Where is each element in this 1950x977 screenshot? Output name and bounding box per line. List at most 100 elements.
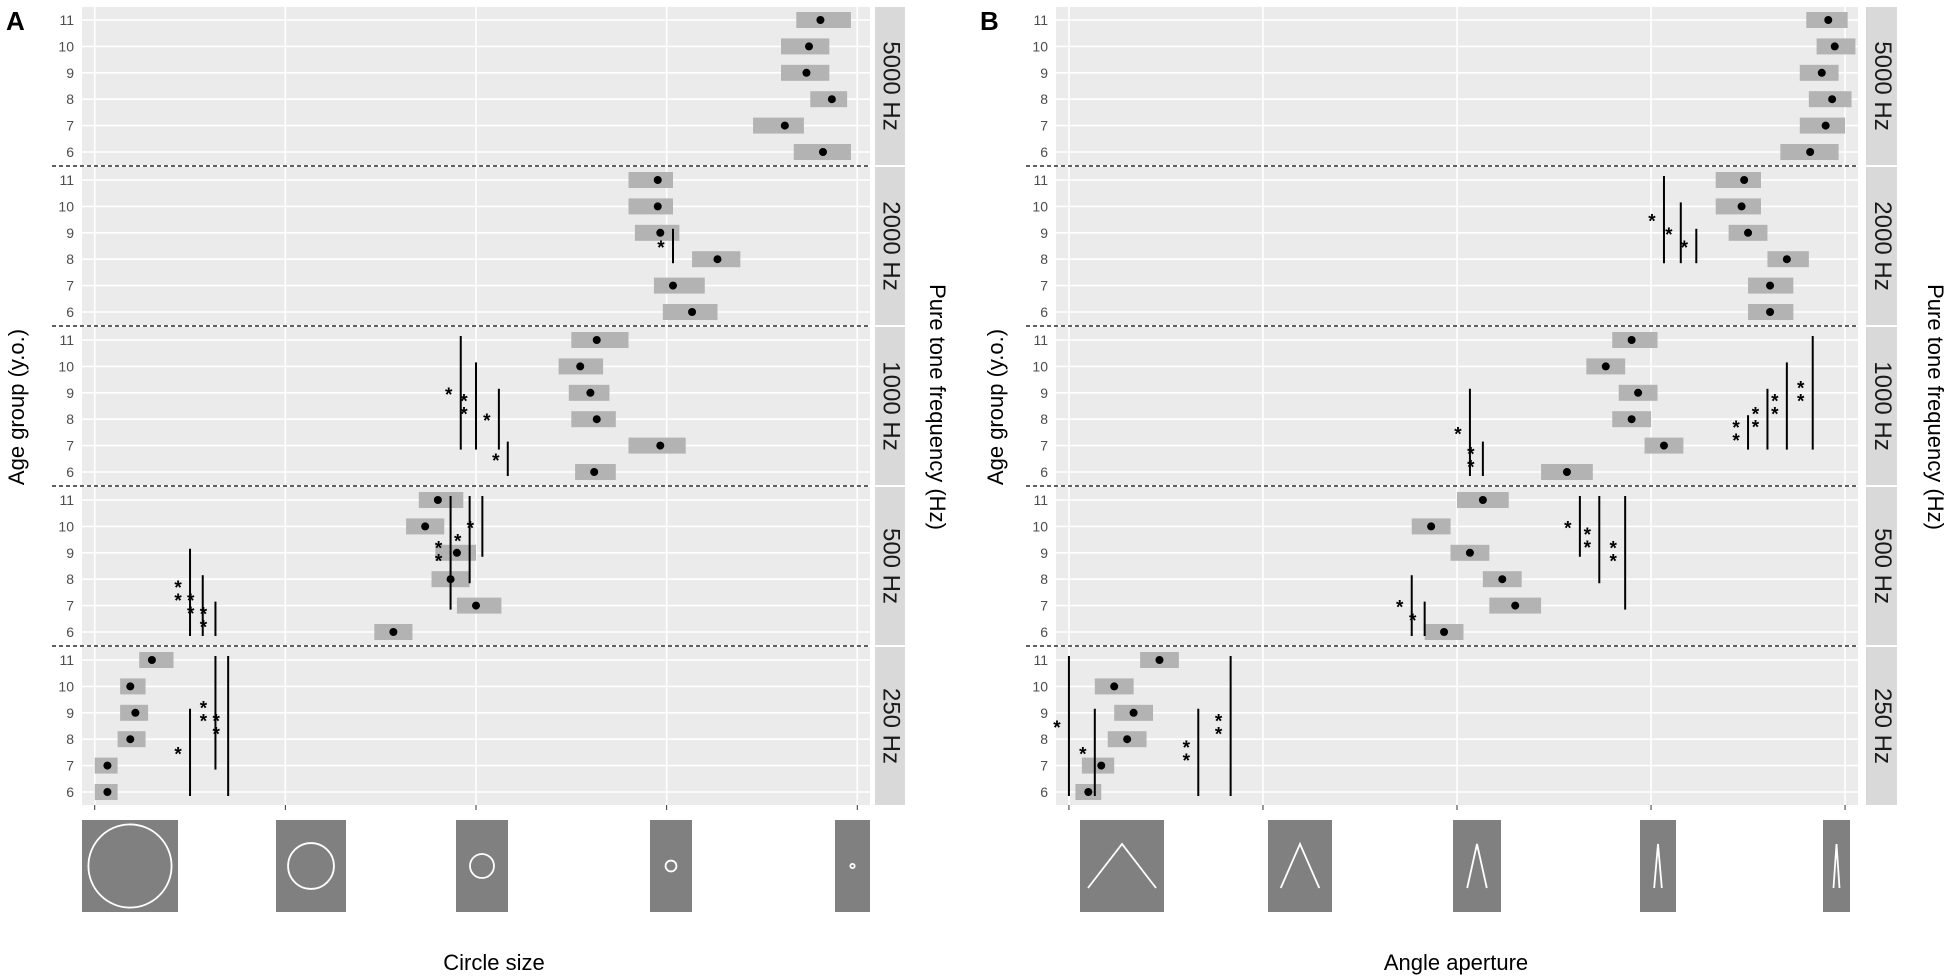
mean-point	[131, 708, 140, 717]
significance-stars: *	[483, 411, 491, 432]
y-tick-label: 10	[1032, 38, 1048, 54]
y-tick-label: 10	[58, 198, 74, 214]
significance-stars: *	[445, 385, 453, 406]
mean-point	[586, 388, 595, 397]
y-tick-label: 11	[1033, 652, 1048, 668]
significance-stars: *	[174, 578, 182, 599]
facet-strip	[1866, 167, 1897, 325]
significance-stars: *	[187, 604, 195, 625]
circle-stimulus	[87, 823, 173, 909]
mean-point	[421, 522, 430, 531]
y-tick-label: 6	[66, 464, 74, 480]
mean-point	[147, 656, 156, 664]
significance-stars: *	[1409, 611, 1417, 632]
facet-2000-hz: 6 7 8 9 10 11 2000 Hz *	[52, 167, 905, 327]
x-axis-title: Angle aperture	[1384, 950, 1528, 975]
y-tick-label: 6	[66, 784, 74, 800]
y-tick-label: 6	[1040, 144, 1048, 160]
significance-stars: *	[1797, 378, 1805, 399]
significance-stars: *	[1467, 444, 1475, 465]
panel-letter: B	[980, 6, 999, 36]
panel-a: A 6 7 8 9 10 11 5000 Hz 6 7 8 9 10 11 2000 Hz * 6 7 8 9 10 11…	[4, 6, 950, 975]
y-tick-label: 10	[1032, 198, 1048, 214]
y-tick-label: 8	[1040, 411, 1048, 427]
facet-label: 250 Hz	[878, 688, 905, 764]
significance-stars: *	[435, 538, 443, 559]
y-tick-label: 9	[1040, 65, 1048, 81]
y-axis-title: Age group (y.o.)	[983, 329, 1008, 485]
mean-point	[1627, 415, 1636, 424]
mean-point	[1097, 761, 1106, 770]
mean-point	[1129, 708, 1138, 717]
y-tick-label: 7	[66, 598, 74, 614]
significance-stars: *	[1609, 551, 1617, 572]
mean-point	[1817, 68, 1826, 77]
stimulus-background	[276, 820, 346, 912]
mean-point	[688, 308, 697, 316]
mean-point	[103, 788, 112, 796]
range-bar	[139, 652, 174, 668]
mean-point	[827, 95, 836, 104]
significance-stars: *	[1665, 225, 1673, 246]
stimulus-background	[1268, 820, 1332, 912]
significance-stars: *	[1771, 392, 1779, 413]
significance-stars: *	[1079, 744, 1087, 765]
significance-stars: *	[460, 405, 468, 426]
angle-stimulus	[1832, 843, 1841, 889]
facet-strip	[875, 327, 905, 485]
facet-label: 1000 Hz	[878, 361, 905, 450]
range-bar	[628, 198, 673, 215]
mean-point	[1123, 735, 1132, 744]
y-tick-label: 7	[66, 758, 74, 774]
y-tick-label: 11	[1033, 492, 1048, 508]
angle-stimulus	[1466, 843, 1488, 889]
significance-stars: *	[460, 392, 468, 413]
mean-point	[389, 628, 398, 636]
stimulus-circle	[456, 820, 508, 912]
mean-point	[656, 228, 665, 237]
significance-stars: *	[467, 518, 475, 539]
mean-point	[1634, 388, 1643, 397]
circle-stimulus	[664, 859, 678, 873]
y-tick-label: 7	[1040, 598, 1048, 614]
mean-point	[592, 415, 601, 424]
mean-point	[1828, 95, 1837, 104]
significance-stars: *	[200, 711, 208, 732]
mean-point	[653, 202, 662, 211]
y-tick-label: 11	[1033, 172, 1048, 188]
y-tick-label: 7	[66, 118, 74, 134]
y-tick-label: 10	[58, 358, 74, 374]
mean-point	[816, 16, 825, 24]
y-tick-label: 10	[58, 678, 74, 694]
significance-stars: *	[1183, 751, 1191, 772]
facet-5000-hz: 6 7 8 9 10 11 5000 Hz	[52, 7, 905, 167]
significance-stars: *	[1681, 238, 1689, 259]
stimulus-background	[82, 820, 178, 912]
angle-stimulus	[1087, 842, 1157, 889]
significance-stars: *	[1396, 598, 1404, 619]
y-tick-label: 9	[1040, 385, 1048, 401]
facet-label: 5000 Hz	[878, 41, 905, 130]
mean-point	[818, 148, 827, 156]
significance-stars: *	[1732, 418, 1740, 439]
y-tick-label: 9	[66, 225, 74, 241]
mean-point	[804, 42, 813, 51]
mean-point	[472, 601, 480, 610]
y-tick-label: 9	[66, 705, 74, 721]
y-tick-label: 10	[1032, 678, 1048, 694]
facet-strip	[875, 7, 905, 165]
y-tick-label: 11	[59, 332, 74, 348]
significance-stars: *	[1564, 518, 1572, 539]
y-tick-label: 6	[1040, 464, 1048, 480]
mean-point	[656, 441, 665, 450]
y-tick-label: 6	[66, 144, 74, 160]
mean-point	[592, 336, 601, 344]
facet-axis-title: Pure tone frequency (Hz)	[1923, 284, 1948, 530]
y-tick-label: 8	[66, 411, 74, 427]
y-tick-label: 11	[59, 492, 74, 508]
range-bar	[628, 172, 673, 188]
y-tick-label: 9	[1040, 225, 1048, 241]
x-axis-title: Circle size	[443, 950, 544, 975]
